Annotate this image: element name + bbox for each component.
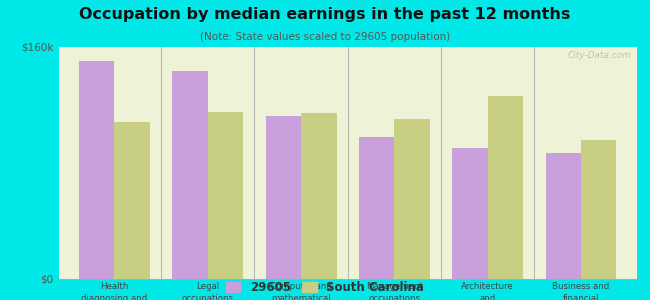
Text: Health
diagnosing and
treating
practitioners
and other
technical
occupations: Health diagnosing and treating practitio… [81, 282, 148, 300]
Bar [301, 113, 337, 279]
Text: Business and
financial
operations
occupations: Business and financial operations occupa… [552, 282, 610, 300]
Text: Computer and
mathematical
occupations: Computer and mathematical occupations [270, 282, 332, 300]
Bar [545, 153, 581, 279]
Bar [395, 119, 430, 279]
Text: (Note: State values scaled to 29605 population): (Note: State values scaled to 29605 popu… [200, 32, 450, 41]
Bar [359, 136, 395, 279]
Bar [488, 96, 523, 279]
Bar [114, 122, 150, 279]
Legend: 29605, South Carolina: 29605, South Carolina [226, 281, 424, 294]
Text: Management
occupations: Management occupations [366, 282, 423, 300]
Text: Occupation by median earnings in the past 12 months: Occupation by median earnings in the pas… [79, 8, 571, 22]
Bar [452, 148, 488, 279]
Bar [581, 140, 616, 279]
Text: City-Data.com: City-Data.com [567, 51, 631, 60]
Bar [172, 71, 208, 279]
Bar [79, 61, 114, 279]
Text: Legal
occupations: Legal occupations [182, 282, 234, 300]
Bar [208, 112, 243, 279]
Bar [266, 116, 301, 279]
Text: Architecture
and
engineering
occupations: Architecture and engineering occupations [462, 282, 514, 300]
